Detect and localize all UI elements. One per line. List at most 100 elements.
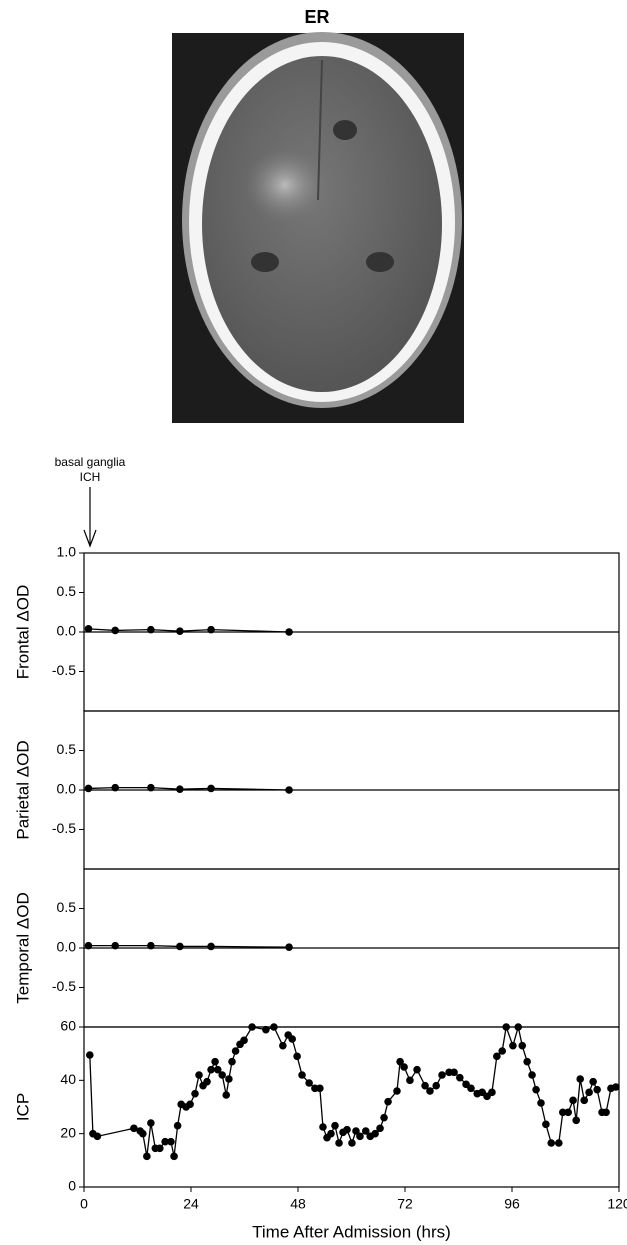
data-point [426, 1087, 434, 1095]
x-tick-label: 48 [290, 1196, 306, 1212]
data-point [86, 1051, 94, 1059]
data-point [262, 1026, 270, 1034]
arrow [84, 487, 96, 546]
data-point [467, 1085, 475, 1093]
data-point [195, 1071, 203, 1079]
data-point [222, 1091, 230, 1099]
data-point [564, 1109, 572, 1117]
data-point [203, 1078, 211, 1086]
data-point [156, 1145, 164, 1153]
data-point [176, 627, 184, 635]
data-point [279, 1042, 287, 1050]
data-point [288, 1035, 296, 1043]
data-point [176, 785, 184, 793]
data-point [225, 1075, 233, 1083]
data-point [514, 1023, 522, 1031]
y-tick-label: 0.0 [57, 939, 77, 955]
data-point [167, 1138, 175, 1146]
data-point [612, 1083, 620, 1091]
x-tick-label: 120 [607, 1196, 627, 1212]
data-point [298, 1071, 306, 1079]
y-axis-label: ICP [13, 1093, 32, 1121]
data-point [85, 942, 93, 950]
data-point [348, 1139, 356, 1147]
data-point [585, 1089, 593, 1097]
data-point [380, 1114, 388, 1122]
data-point [547, 1139, 555, 1147]
y-tick-label: 40 [60, 1071, 76, 1087]
y-tick-label: 0.5 [57, 741, 77, 757]
data-point [319, 1123, 327, 1131]
data-point [285, 943, 293, 951]
data-point [270, 1023, 278, 1031]
image-title: ER [304, 7, 329, 27]
data-point [450, 1069, 458, 1077]
x-tick-label: 0 [80, 1196, 88, 1212]
data-point [572, 1117, 580, 1125]
data-point [207, 1066, 215, 1074]
y-tick-label: 0.0 [57, 623, 77, 639]
data-point [413, 1066, 421, 1074]
data-point [488, 1089, 496, 1097]
x-tick-label: 72 [397, 1196, 413, 1212]
data-point [580, 1097, 588, 1105]
data-point [432, 1082, 440, 1090]
data-point [555, 1139, 563, 1147]
data-point [456, 1074, 464, 1082]
data-point [207, 785, 215, 793]
data-point [147, 626, 155, 634]
data-point [593, 1086, 601, 1094]
data-point [111, 942, 119, 950]
y-tick-label: -0.5 [52, 978, 76, 994]
data-point [293, 1053, 301, 1061]
y-tick-label: 0.5 [57, 899, 77, 915]
data-point [356, 1133, 364, 1141]
annotation: basal ganglia [55, 455, 126, 469]
data-point [384, 1098, 392, 1106]
data-point [393, 1087, 401, 1095]
data-point [94, 1133, 102, 1141]
data-point [186, 1101, 194, 1109]
y-tick-label: 20 [60, 1124, 76, 1140]
y-tick-label: 0.5 [57, 583, 77, 599]
data-point [576, 1075, 584, 1083]
data-point [523, 1058, 531, 1066]
data-point [218, 1071, 226, 1079]
data-point [569, 1097, 577, 1105]
plot-frame [84, 1027, 619, 1187]
x-tick-label: 24 [183, 1196, 199, 1212]
data-point [532, 1086, 540, 1094]
data-point [174, 1122, 182, 1130]
data-point [207, 943, 215, 951]
data-point [502, 1023, 510, 1031]
data-point [285, 628, 293, 636]
data-point [170, 1153, 178, 1161]
data-point [248, 1023, 256, 1031]
data-point [376, 1125, 384, 1133]
data-point [335, 1139, 343, 1147]
y-tick-label: 1.0 [57, 544, 77, 560]
data-point [305, 1079, 313, 1087]
data-point [240, 1037, 248, 1045]
y-tick-label: -0.5 [52, 662, 76, 678]
data-point [406, 1077, 414, 1085]
data-point [143, 1153, 151, 1161]
data-point [316, 1085, 324, 1093]
data-point [85, 785, 93, 793]
x-tick-label: 96 [504, 1196, 520, 1212]
figure: ER basal ganglia ICH Frontal ΔOD1.00.50.… [0, 0, 627, 1245]
data-point [211, 1058, 219, 1066]
y-axis-label: Parietal ΔOD [13, 740, 32, 839]
data-point [537, 1099, 545, 1107]
data-point [589, 1078, 597, 1086]
data-point [207, 626, 215, 634]
data-point [285, 786, 293, 794]
data-point [509, 1042, 517, 1050]
data-point [602, 1109, 610, 1117]
data-point [147, 942, 155, 950]
data-point [228, 1058, 236, 1066]
data-point [111, 784, 119, 792]
x-axis-label: Time After Admission (hrs) [252, 1222, 451, 1241]
y-tick-label: 60 [60, 1018, 76, 1034]
data-point [498, 1047, 506, 1055]
